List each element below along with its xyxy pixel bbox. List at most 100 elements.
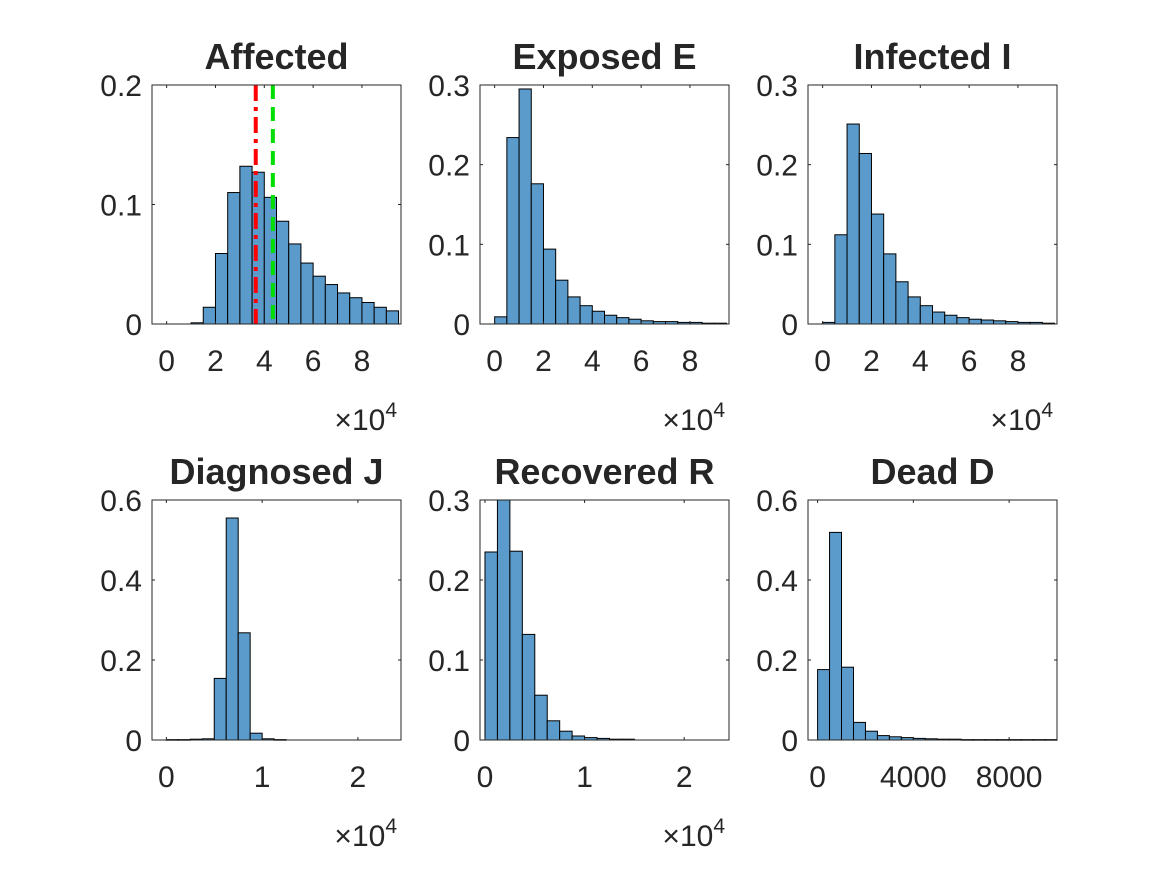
histogram-bar bbox=[864, 730, 878, 741]
y-tick-label: 0.2 bbox=[428, 565, 470, 598]
histogram-bar bbox=[237, 632, 251, 741]
histogram-bar bbox=[876, 735, 890, 741]
x-tick-label: 0 bbox=[809, 761, 826, 794]
histogram-bar bbox=[521, 633, 536, 741]
histogram-bar bbox=[534, 694, 548, 741]
y-tick-label: 0.4 bbox=[756, 565, 798, 598]
histogram-bar bbox=[980, 319, 995, 325]
y-tick-label: 0 bbox=[453, 725, 470, 758]
histogram-bar bbox=[834, 234, 848, 325]
y-tick-label: 0.2 bbox=[100, 70, 142, 103]
x-tick-label: 0 bbox=[158, 345, 175, 378]
histogram-bar bbox=[506, 137, 520, 325]
y-tick-label: 0 bbox=[125, 309, 142, 342]
x-tick-label: 8 bbox=[1010, 345, 1027, 378]
histogram-bar bbox=[225, 517, 239, 741]
histogram-bar bbox=[227, 192, 241, 325]
x-axis-multiplier: ×104 bbox=[662, 399, 725, 437]
x-axis-multiplier: ×104 bbox=[334, 399, 397, 437]
histogram-bar bbox=[579, 305, 593, 325]
chart-title: Diagnosed J bbox=[169, 451, 383, 492]
histogram-bar bbox=[385, 310, 400, 325]
y-tick-label: 0.2 bbox=[100, 645, 142, 678]
histogram-bar bbox=[324, 284, 339, 325]
histogram-bar bbox=[518, 88, 532, 325]
histogram-bar bbox=[567, 296, 581, 325]
x-tick-label: 4 bbox=[256, 345, 273, 378]
histogram-bar bbox=[846, 123, 860, 325]
chart-title: Exposed E bbox=[512, 36, 696, 77]
y-tick-label: 0 bbox=[781, 309, 798, 342]
axes-box bbox=[479, 499, 730, 741]
histogram-bar bbox=[214, 253, 229, 325]
histogram-bar bbox=[484, 551, 498, 741]
axes-box bbox=[807, 499, 1058, 741]
histogram-bar bbox=[919, 305, 933, 325]
y-tick-label: 0.1 bbox=[100, 190, 142, 223]
y-tick-label: 0.1 bbox=[428, 229, 470, 262]
y-tick-label: 0.3 bbox=[428, 70, 470, 103]
histogram-bar bbox=[263, 196, 278, 325]
histogram-bar bbox=[852, 721, 866, 741]
histogram-bar bbox=[841, 666, 854, 741]
x-tick-label: 2 bbox=[535, 345, 552, 378]
histogram-bar bbox=[907, 296, 921, 325]
histogram-bar bbox=[349, 297, 363, 325]
histogram-bar bbox=[870, 213, 885, 325]
y-tick-label: 0.1 bbox=[756, 229, 798, 262]
histogram-bar bbox=[546, 720, 561, 741]
x-tick-label: 0 bbox=[477, 761, 494, 794]
histogram-bar bbox=[300, 262, 314, 325]
x-tick-label: 8 bbox=[682, 345, 699, 378]
y-tick-label: 0.2 bbox=[756, 150, 798, 183]
x-tick-label: 6 bbox=[961, 345, 978, 378]
chart-title: Affected bbox=[204, 36, 348, 77]
histogram-bar bbox=[555, 279, 569, 325]
histogram-bar bbox=[628, 318, 642, 325]
y-tick-label: 0.1 bbox=[428, 645, 470, 678]
panel-dead-d: 0 0.2 0.4 0.6 0 4000 8000 Dead D bbox=[756, 451, 1058, 794]
histogram-bar bbox=[829, 531, 843, 741]
y-tick-label: 0 bbox=[781, 725, 798, 758]
x-axis-multiplier: ×104 bbox=[662, 815, 725, 853]
histogram-bar bbox=[509, 550, 523, 741]
x-axis-multiplier: ×104 bbox=[334, 815, 397, 853]
x-axis-multiplier: ×104 bbox=[990, 399, 1053, 437]
histogram-bar bbox=[288, 243, 302, 325]
chart-title: Infected I bbox=[853, 36, 1011, 77]
histogram-bar bbox=[968, 318, 982, 325]
x-tick-label: 1 bbox=[576, 761, 593, 794]
histogram-bar bbox=[571, 735, 586, 741]
histogram-bar bbox=[944, 314, 958, 325]
x-tick-label: 0 bbox=[814, 345, 831, 378]
chart-title: Recovered R bbox=[494, 451, 714, 492]
y-tick-label: 0 bbox=[125, 725, 142, 758]
y-tick-label: 0 bbox=[453, 309, 470, 342]
x-tick-label: 4 bbox=[912, 345, 929, 378]
axes-box bbox=[807, 84, 1058, 325]
histogram-bar bbox=[496, 499, 511, 741]
x-tick-label: 4000 bbox=[880, 761, 947, 794]
y-tick-label: 0.2 bbox=[756, 645, 798, 678]
x-tick-label: 2 bbox=[676, 761, 693, 794]
histogram-bar bbox=[817, 669, 831, 741]
x-tick-label: 6 bbox=[305, 345, 322, 378]
histogram-bar bbox=[591, 310, 605, 325]
histogram-bar bbox=[932, 311, 946, 325]
histogram-bar bbox=[858, 153, 872, 325]
x-tick-label: 6 bbox=[633, 345, 650, 378]
histogram-bar bbox=[276, 220, 290, 325]
histogram-bar bbox=[312, 275, 326, 325]
x-tick-label: 2 bbox=[207, 345, 224, 378]
histogram-bar bbox=[883, 253, 897, 325]
x-tick-label: 1 bbox=[254, 761, 271, 794]
histogram-bar bbox=[604, 314, 618, 325]
histogram-bar bbox=[249, 732, 263, 741]
histogram-bar bbox=[530, 183, 544, 325]
histogram-bar bbox=[213, 677, 227, 741]
axes-box bbox=[151, 499, 402, 741]
